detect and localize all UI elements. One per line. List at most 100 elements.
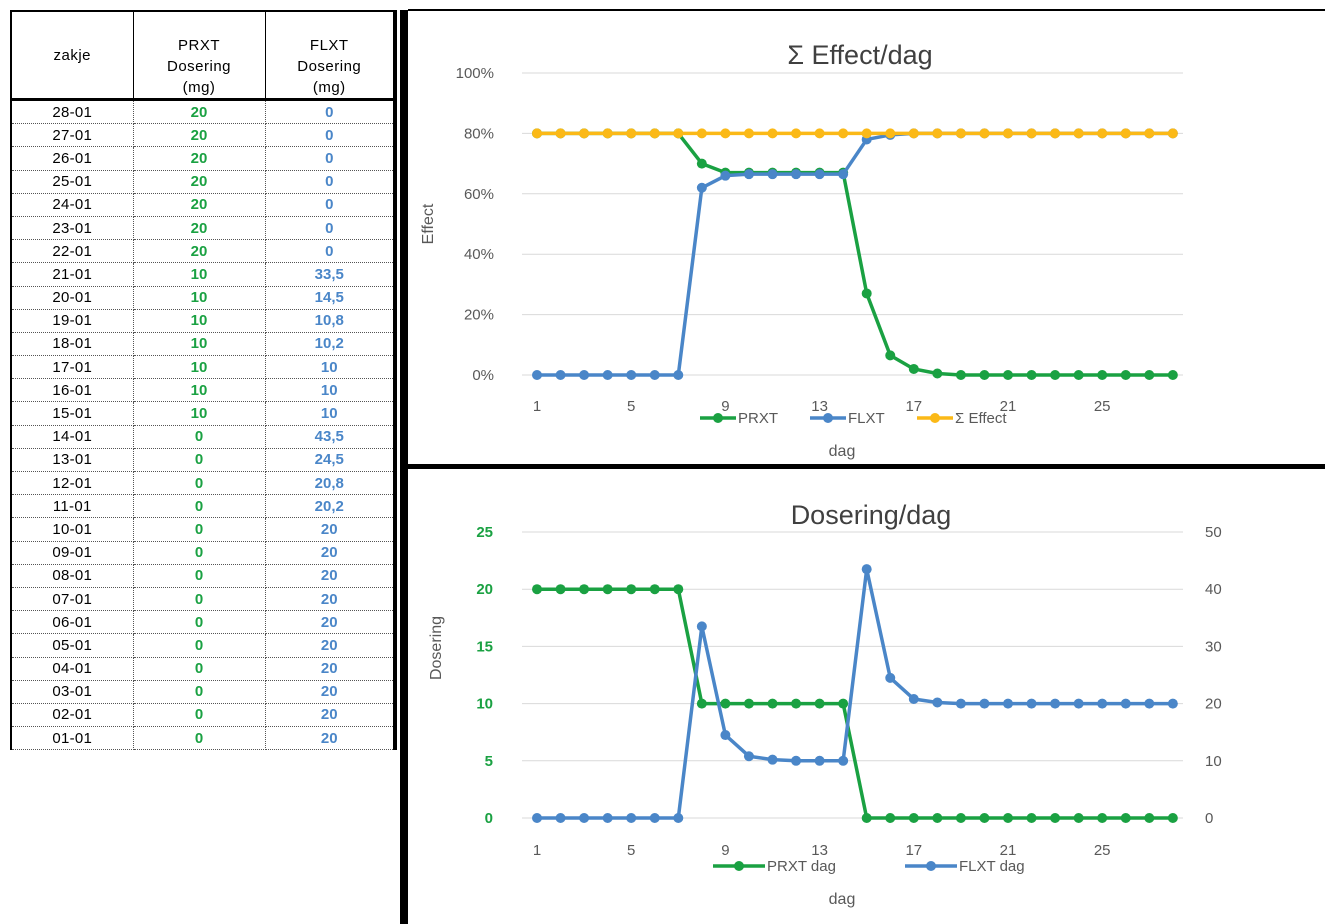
data-point [579, 128, 590, 139]
table-row: 20-01 10 14,5 [10, 285, 396, 310]
data-point [791, 698, 802, 709]
cell-prxt: 20 [132, 146, 266, 171]
data-point [1144, 128, 1155, 139]
data-point [1026, 128, 1037, 139]
data-point [743, 698, 754, 709]
cell-date: 01-01 [10, 726, 134, 751]
data-point [1144, 370, 1155, 380]
data-point [1003, 813, 1013, 823]
table-row: 16-01 10 10 [10, 378, 396, 403]
cell-flxt: 20 [264, 702, 396, 728]
data-point [1050, 128, 1061, 139]
table-row: 13-01 0 24,5 [10, 447, 396, 473]
data-point [649, 370, 660, 380]
data-point [791, 128, 802, 139]
data-point [555, 370, 566, 380]
data-point [1050, 370, 1061, 380]
data-point [908, 363, 919, 374]
data-point [602, 813, 613, 823]
x-tick-label: 13 [811, 842, 828, 859]
y2-tick-label: 40 [1205, 581, 1222, 598]
data-point [555, 813, 566, 823]
series-line-flxtdag [537, 567, 1173, 820]
data-point [626, 370, 637, 380]
y-tick-label: 15 [476, 638, 493, 655]
data-point [885, 813, 896, 823]
data-point [838, 169, 849, 180]
cell-flxt: 0 [264, 192, 396, 217]
y-tick-label: 25 [476, 524, 493, 541]
data-point [908, 694, 919, 705]
y2-tick-label: 30 [1205, 638, 1222, 655]
data-point [649, 584, 660, 595]
data-point [720, 170, 731, 181]
cell-date: 13-01 [10, 447, 134, 473]
data-point [626, 128, 637, 139]
data-point [696, 158, 707, 169]
data-point [979, 128, 990, 139]
data-point [838, 128, 849, 139]
data-point [791, 169, 802, 180]
table-body: 28-01 20 0 27-01 20 0 26-01 20 0 25-01 20 0 24-01 20 0… [10, 98, 396, 751]
data-point [767, 128, 778, 139]
header-date: zakje [10, 10, 134, 101]
legend-label: PRXT dag [767, 858, 836, 875]
data-point [932, 368, 943, 379]
data-point [579, 584, 590, 595]
x-tick-label: 1 [533, 842, 541, 859]
legend-marker [713, 413, 723, 423]
data-point [579, 813, 590, 823]
legend-label: PRXT [738, 410, 778, 427]
cell-flxt: 20 [264, 726, 396, 751]
panel-divider-vertical [400, 10, 408, 924]
x-tick-label: 21 [1000, 398, 1017, 415]
x-tick-label: 25 [1094, 842, 1111, 859]
x-tick-label: 13 [811, 398, 828, 415]
data-point [1097, 370, 1108, 380]
data-point [555, 584, 566, 595]
data-point [696, 182, 707, 193]
data-point [861, 813, 872, 823]
cell-date: 02-01 [10, 702, 134, 728]
data-point [532, 128, 542, 139]
data-point [1073, 370, 1084, 380]
table-row: 04-01 0 20 [10, 656, 396, 681]
y2-tick-label: 0 [1205, 810, 1213, 827]
table-header-row: zakje PRXT Dosering (mg) FLXT Dosering (… [10, 10, 396, 101]
cell-date: 20-01 [10, 285, 134, 310]
chart-title: Σ Effect/dag [787, 40, 932, 70]
y-tick-label: 5 [485, 753, 493, 770]
table-row: 26-01 20 0 [10, 146, 396, 171]
y-axis-title: Effect [420, 203, 437, 244]
cell-flxt: 20 [264, 633, 396, 658]
y-tick-label: 0% [472, 367, 494, 384]
data-point [673, 370, 684, 380]
data-point [532, 584, 542, 595]
data-point [791, 755, 802, 766]
cell-prxt: 10 [132, 285, 266, 310]
cell-prxt: 20 [132, 169, 266, 194]
x-tick-label: 17 [905, 398, 922, 415]
cell-prxt: 10 [132, 355, 266, 380]
table-row: 21-01 10 33,5 [10, 262, 396, 287]
cell-flxt: 0 [264, 215, 396, 241]
x-tick-label: 17 [905, 842, 922, 859]
table-row: 10-01 0 20 [10, 517, 396, 542]
data-point [814, 128, 825, 139]
data-point [979, 813, 990, 823]
x-axis-title: dag [829, 891, 856, 908]
cell-date: 16-01 [10, 378, 134, 403]
data-point [861, 288, 872, 299]
data-point [602, 584, 613, 595]
table-row: 02-01 0 20 [10, 702, 396, 728]
data-point [1144, 813, 1155, 823]
data-point [955, 813, 966, 823]
table-row: 06-01 0 20 [10, 610, 396, 635]
chart-title: Dosering/dag [791, 500, 952, 530]
x-tick-label: 9 [721, 398, 729, 415]
legend-label: Σ Effect [955, 410, 1007, 427]
data-point [532, 813, 542, 823]
data-point [743, 169, 754, 180]
table-row: 08-01 0 20 [10, 563, 396, 588]
